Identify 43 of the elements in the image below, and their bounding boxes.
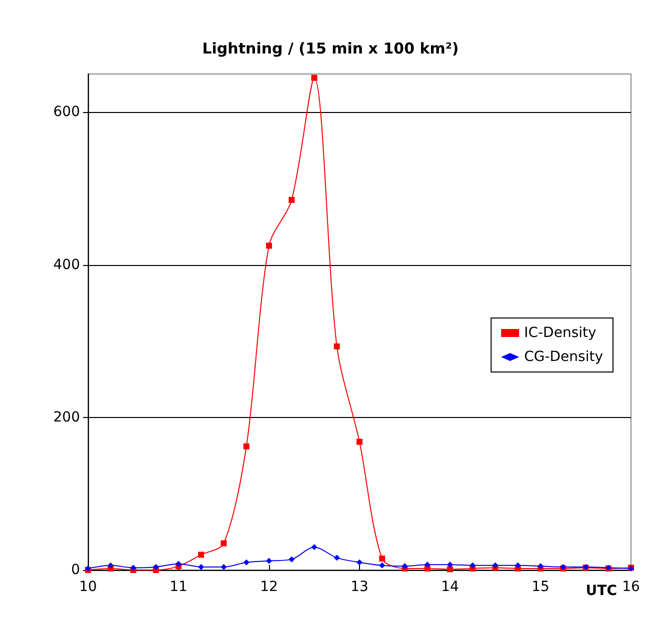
point <box>379 562 386 568</box>
point <box>334 343 340 350</box>
x-tick-label: 15 <box>532 579 550 595</box>
point <box>243 443 250 450</box>
point <box>288 196 295 203</box>
point <box>492 562 498 568</box>
point <box>243 559 250 566</box>
point <box>356 559 362 566</box>
x-tick-label: 13 <box>350 579 368 595</box>
point <box>198 564 204 570</box>
x-tick-label: 11 <box>170 579 188 595</box>
point <box>424 562 430 568</box>
x-tick-label: 14 <box>441 579 459 595</box>
y-tick-label: 600 <box>53 104 80 120</box>
point <box>152 564 159 570</box>
point <box>108 562 114 568</box>
point <box>514 562 521 568</box>
legend-label: CG-Density <box>524 349 604 365</box>
point <box>311 74 318 81</box>
point <box>356 438 362 445</box>
x-axis-title: UTC <box>586 583 618 599</box>
x-tick-label: 16 <box>622 579 640 595</box>
chart-title: Lightning / (15 min x 100 km²) <box>202 40 459 58</box>
point <box>130 564 136 571</box>
point <box>198 552 204 558</box>
point <box>334 554 340 561</box>
legend-label: IC-Density <box>524 325 596 341</box>
point <box>447 562 453 568</box>
y-tick-label: 200 <box>53 409 80 426</box>
point <box>447 566 453 572</box>
point <box>311 544 318 550</box>
point <box>470 562 476 568</box>
point <box>266 242 272 249</box>
y-tick-label: 0 <box>71 562 80 578</box>
y-tick-label: 400 <box>53 256 80 273</box>
x-tick-label: 10 <box>79 579 97 595</box>
point <box>379 556 386 562</box>
point <box>266 558 272 564</box>
point <box>220 540 227 546</box>
point <box>288 556 295 562</box>
x-tick-label: 12 <box>260 579 278 595</box>
point <box>176 560 182 567</box>
point <box>220 564 227 570</box>
